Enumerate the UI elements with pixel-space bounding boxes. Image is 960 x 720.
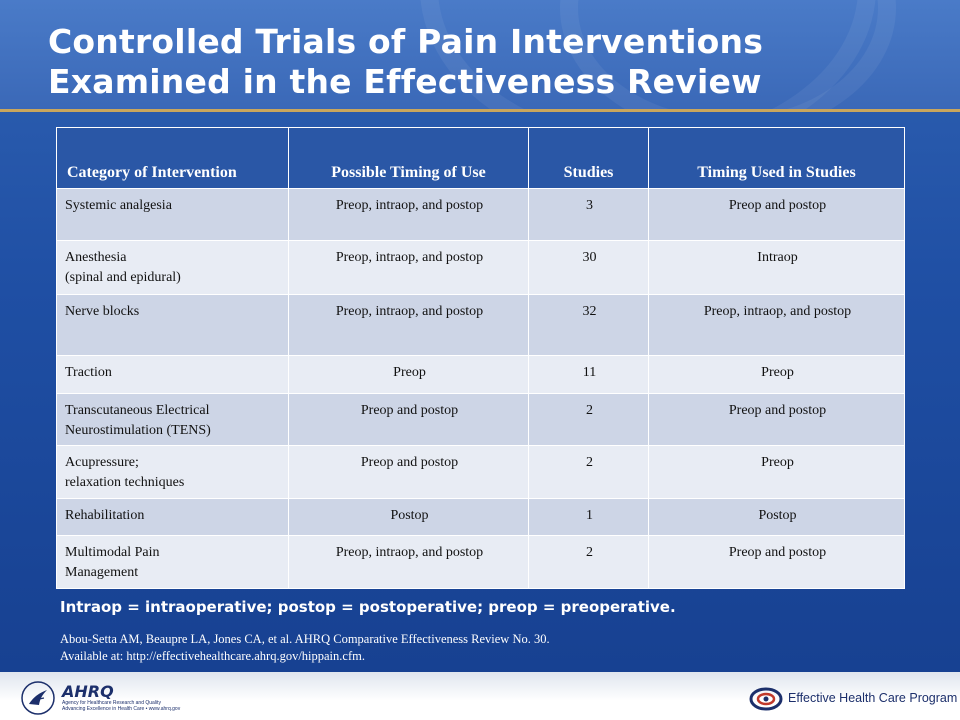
cell-studies: 32: [528, 294, 649, 356]
cell-possible-timing: Preop and postop: [288, 393, 529, 446]
cell-timing-used: Preop and postop: [648, 188, 905, 241]
cell-category: Multimodal Pain Management: [56, 535, 289, 589]
table-row: Transcutaneous Electrical Neurostimulatio…: [56, 393, 905, 446]
cell-category: Systemic analgesia: [56, 188, 289, 241]
cell-studies: 2: [528, 445, 649, 499]
cell-category: Traction: [56, 355, 289, 394]
cell-possible-timing: Preop, intraop, and postop: [288, 294, 529, 356]
cell-category: Nerve blocks: [56, 294, 289, 356]
ahrq-tagline-line: Advancing Excellence in Health Care • ww…: [62, 706, 181, 712]
citation: Abou-Setta AM, Beaupre LA, Jones CA, et …: [60, 631, 940, 665]
cell-category: Rehabilitation: [56, 498, 289, 536]
table-row: Acupressure; relaxation techniques Preop …: [56, 445, 905, 499]
cell-possible-timing: Preop, intraop, and postop: [288, 240, 529, 295]
interventions-table-container: Category of Intervention Possible Timing…: [56, 127, 905, 589]
ahrq-tagline: Agency for Healthcare Research and Quali…: [62, 700, 180, 712]
cell-studies: 11: [528, 355, 649, 394]
column-header-category: Category of Intervention: [56, 127, 289, 189]
footer-bar: [0, 672, 960, 720]
ahrq-tagline-line: Agency for Healthcare Research and Quali…: [62, 700, 161, 706]
table-row: Multimodal Pain Management Preop, intraop…: [56, 535, 905, 589]
column-header-timing-used: Timing Used in Studies: [648, 127, 905, 189]
cell-studies: 1: [528, 498, 649, 536]
cell-category: Acupressure; relaxation techniques: [56, 445, 289, 499]
cell-timing-used: Preop and postop: [648, 393, 905, 446]
cell-possible-timing: Postop: [288, 498, 529, 536]
cell-timing-used: Preop: [648, 445, 905, 499]
title-band: Controlled Trials of Pain Interventions …: [0, 0, 960, 111]
ahrq-wordmark: AHRQ: [62, 682, 114, 701]
table-row: Systemic analgesia Preop, intraop, and p…: [56, 188, 905, 241]
title-divider: [0, 109, 960, 112]
ehc-swirl-icon: [749, 687, 783, 711]
cell-timing-used: Preop: [648, 355, 905, 394]
abbreviations-note: Intraop = intraoperative; postop = posto…: [60, 598, 676, 616]
cell-possible-timing: Preop: [288, 355, 529, 394]
table-row: Traction Preop 11 Preop: [56, 355, 905, 394]
table-row: Anesthesia (spinal and epidural) Preop, i…: [56, 240, 905, 295]
cell-studies: 30: [528, 240, 649, 295]
cell-timing-used: Preop and postop: [648, 535, 905, 589]
hhs-eagle-logo-icon: [21, 681, 55, 715]
cell-timing-used: Intraop: [648, 240, 905, 295]
cell-studies: 2: [528, 535, 649, 589]
cell-category: Transcutaneous Electrical Neurostimulatio…: [56, 393, 289, 446]
program-name: Effective Health Care Program: [788, 691, 958, 705]
column-header-possible-timing: Possible Timing of Use: [288, 127, 529, 189]
table-row: Rehabilitation Postop 1 Postop: [56, 498, 905, 536]
citation-link-line: Available at: http://effectivehealthcare…: [60, 649, 365, 663]
effective-health-care-logo: Effective Health Care Program: [748, 684, 957, 714]
cell-timing-used: Postop: [648, 498, 905, 536]
ahrq-logo: AHRQ Agency for Healthcare Research and …: [62, 682, 192, 714]
cell-studies: 3: [528, 188, 649, 241]
cell-studies: 2: [528, 393, 649, 446]
cell-category: Anesthesia (spinal and epidural): [56, 240, 289, 295]
column-header-studies: Studies: [528, 127, 649, 189]
cell-possible-timing: Preop, intraop, and postop: [288, 188, 529, 241]
interventions-table: Category of Intervention Possible Timing…: [56, 127, 905, 589]
cell-timing-used: Preop, intraop, and postop: [648, 294, 905, 356]
table-header-row: Category of Intervention Possible Timing…: [56, 127, 905, 189]
cell-possible-timing: Preop and postop: [288, 445, 529, 499]
cell-possible-timing: Preop, intraop, and postop: [288, 535, 529, 589]
table-row: Nerve blocks Preop, intraop, and postop …: [56, 294, 905, 356]
slide-title: Controlled Trials of Pain Interventions …: [48, 22, 764, 101]
citation-line: Abou-Setta AM, Beaupre LA, Jones CA, et …: [60, 632, 550, 646]
